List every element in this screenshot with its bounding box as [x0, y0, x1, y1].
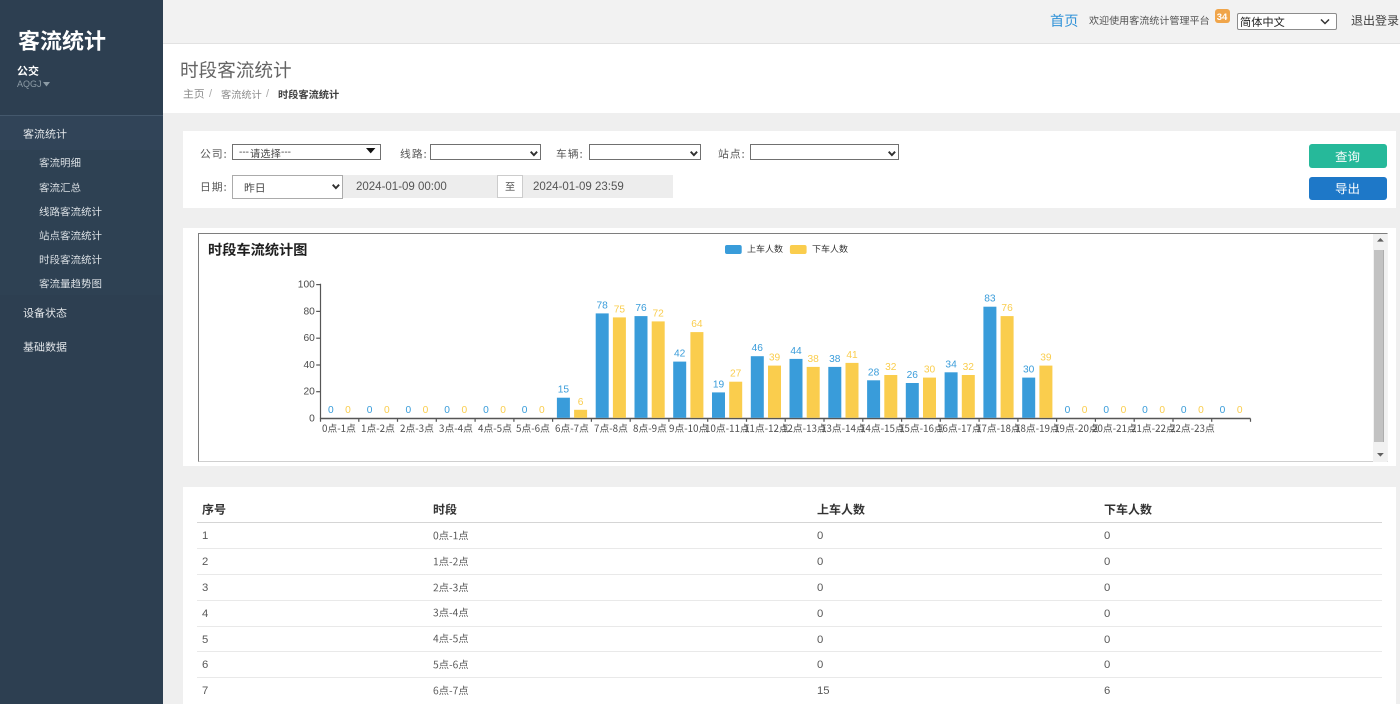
- svg-text:0: 0: [1065, 405, 1071, 416]
- svg-text:2024-01-09 23:59: 2024-01-09 23:59: [533, 181, 624, 193]
- svg-text:0: 0: [1104, 556, 1110, 568]
- svg-text:0: 0: [539, 405, 545, 416]
- svg-text:0: 0: [817, 634, 823, 646]
- svg-text:34: 34: [945, 359, 957, 370]
- svg-text:2024-01-09 00:00: 2024-01-09 00:00: [356, 181, 447, 193]
- svg-text:2: 2: [202, 556, 208, 568]
- svg-text:28: 28: [868, 367, 880, 378]
- svg-text:38: 38: [808, 354, 820, 365]
- svg-text:78: 78: [597, 300, 609, 311]
- svg-text:0: 0: [817, 608, 823, 620]
- svg-text:30: 30: [924, 365, 936, 376]
- svg-text:0: 0: [309, 414, 315, 425]
- svg-text:0: 0: [1198, 405, 1204, 416]
- svg-text:3: 3: [202, 582, 208, 594]
- svg-text:0: 0: [817, 659, 823, 671]
- svg-text:0: 0: [1082, 405, 1088, 416]
- svg-text:41: 41: [846, 350, 858, 361]
- svg-text:0: 0: [1104, 530, 1110, 542]
- svg-text:30: 30: [1023, 365, 1035, 376]
- svg-text:6: 6: [202, 659, 208, 671]
- svg-text:34: 34: [1217, 12, 1228, 23]
- svg-text:60: 60: [303, 333, 315, 344]
- svg-text:1: 1: [202, 530, 208, 542]
- svg-text:26: 26: [907, 370, 919, 381]
- svg-text:7: 7: [202, 685, 208, 697]
- svg-text:/: /: [266, 88, 270, 100]
- svg-text:0: 0: [1104, 608, 1110, 620]
- svg-text:44: 44: [790, 346, 802, 357]
- svg-text:0: 0: [817, 530, 823, 542]
- svg-text:27: 27: [730, 369, 742, 380]
- svg-text:0: 0: [1181, 405, 1187, 416]
- svg-text:0: 0: [345, 405, 351, 416]
- svg-text:0: 0: [1237, 405, 1243, 416]
- svg-text:20: 20: [303, 387, 315, 398]
- svg-text:72: 72: [653, 308, 665, 319]
- svg-text:0: 0: [483, 405, 489, 416]
- svg-text:0: 0: [444, 405, 450, 416]
- svg-text:4: 4: [202, 608, 208, 620]
- svg-text:42: 42: [674, 349, 686, 360]
- svg-text:0: 0: [1104, 634, 1110, 646]
- svg-text:76: 76: [635, 303, 647, 314]
- svg-text:0: 0: [817, 556, 823, 568]
- svg-text:5: 5: [202, 634, 208, 646]
- svg-text:6: 6: [1104, 685, 1110, 697]
- svg-text:0: 0: [328, 405, 334, 416]
- svg-text:76: 76: [1001, 303, 1013, 314]
- svg-text:0: 0: [367, 405, 373, 416]
- svg-text:---: ---: [281, 147, 291, 158]
- svg-text:32: 32: [885, 362, 897, 373]
- svg-text:0: 0: [1104, 659, 1110, 671]
- svg-text:100: 100: [298, 280, 315, 291]
- svg-text:0: 0: [1121, 405, 1127, 416]
- svg-text:0: 0: [817, 582, 823, 594]
- svg-text:80: 80: [303, 306, 315, 317]
- svg-text:40: 40: [303, 360, 315, 371]
- svg-text:0: 0: [384, 405, 390, 416]
- svg-text:/: /: [209, 88, 213, 100]
- svg-text:AQGJ: AQGJ: [17, 79, 42, 89]
- svg-text:32: 32: [963, 362, 975, 373]
- svg-text:46: 46: [752, 343, 764, 354]
- svg-text:0: 0: [1104, 582, 1110, 594]
- svg-text:38: 38: [829, 354, 841, 365]
- svg-text:0: 0: [1103, 405, 1109, 416]
- svg-text:75: 75: [614, 304, 626, 315]
- svg-text:39: 39: [1040, 353, 1052, 364]
- svg-text:15: 15: [817, 685, 830, 697]
- svg-text:---: ---: [239, 147, 249, 158]
- svg-text:0: 0: [522, 405, 528, 416]
- svg-text:19: 19: [713, 379, 725, 390]
- svg-text:0: 0: [423, 405, 429, 416]
- svg-text:0: 0: [1159, 405, 1165, 416]
- svg-text:0: 0: [1220, 405, 1226, 416]
- svg-text:0: 0: [500, 405, 506, 416]
- svg-text:15: 15: [558, 385, 570, 396]
- svg-text:39: 39: [769, 353, 781, 364]
- svg-text:6: 6: [578, 397, 584, 408]
- svg-text:0: 0: [461, 405, 467, 416]
- svg-text:83: 83: [984, 294, 996, 305]
- svg-text:0: 0: [1142, 405, 1148, 416]
- svg-text:0: 0: [405, 405, 411, 416]
- svg-text:64: 64: [691, 319, 703, 330]
